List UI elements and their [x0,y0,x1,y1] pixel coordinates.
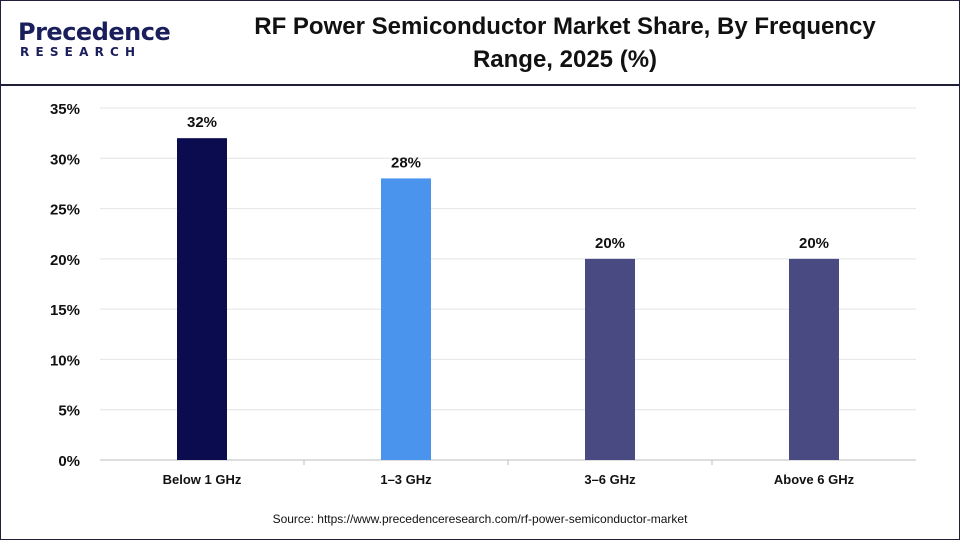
chart-title-line-1: RF Power Semiconductor Market Share, By … [254,13,876,40]
y-tick-label: 25% [50,202,80,219]
bar [381,178,431,460]
x-tick-label: Below 1 GHz [163,472,242,487]
source-note: Source: https://www.precedenceresearch.c… [272,512,688,526]
data-label: 28% [391,154,421,171]
logo: Precedence RESEARCH [18,16,171,66]
chart-title: RF Power Semiconductor Market Share, By … [205,10,925,76]
data-label: 20% [595,235,625,252]
chart-title-line-2: Range, 2025 (%) [472,46,658,73]
logo-name: Precedence [18,18,171,46]
x-tick-label: 3–6 GHz [584,472,636,487]
bar-chart: 0% 5% 10% 15% 20% 25% 30% 35% 32% Below 1 GHz 28% 1… [50,101,916,487]
header: Precedence RESEARCH RF Power Semiconduct… [0,0,960,86]
y-tick-label: 20% [50,252,80,269]
y-tick-label: 0% [58,453,80,470]
x-tick-label: Above 6 GHz [774,472,855,487]
y-tick-label: 5% [58,403,80,420]
data-label: 32% [187,114,217,131]
x-tick-label: 1–3 GHz [380,472,432,487]
y-tick-label: 10% [50,352,80,369]
y-tick-label: 30% [50,151,80,168]
y-tick-label: 35% [50,101,80,118]
bar [789,258,839,460]
bar [585,258,635,460]
y-tick-label: 15% [50,302,80,319]
logo-sub: RESEARCH [20,45,142,59]
data-label: 20% [799,235,829,252]
bar [177,138,227,460]
